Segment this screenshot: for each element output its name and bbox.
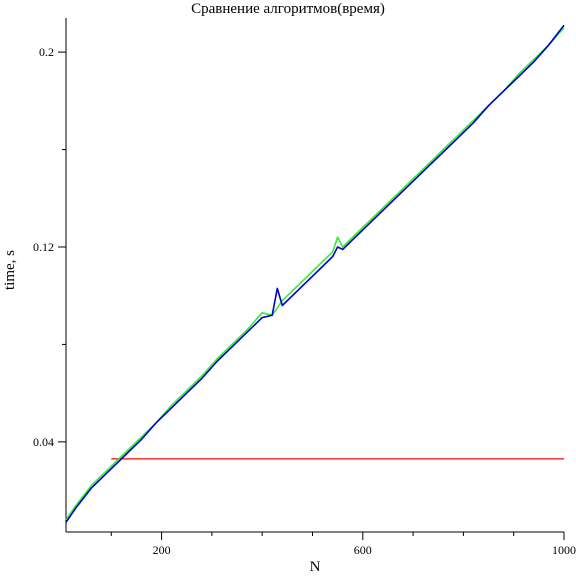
y-axis-label: time, s <box>2 250 18 290</box>
y-tick-label: 0.2 <box>39 45 54 59</box>
axes: 200 600 1000 0.04 0.12 0.2 <box>33 18 576 557</box>
x-tick-label: 1000 <box>552 543 576 557</box>
x-axis-label: N <box>310 559 321 575</box>
y-tick-label: 0.04 <box>33 435 54 449</box>
chart-title: Сравнение алгоритмов(время) <box>191 1 385 17</box>
y-tick-label: 0.12 <box>33 240 54 254</box>
x-tick-label: 600 <box>354 543 372 557</box>
series-layer <box>65 24 565 523</box>
series-line-2 <box>65 24 565 523</box>
x-tick-label: 200 <box>153 543 171 557</box>
